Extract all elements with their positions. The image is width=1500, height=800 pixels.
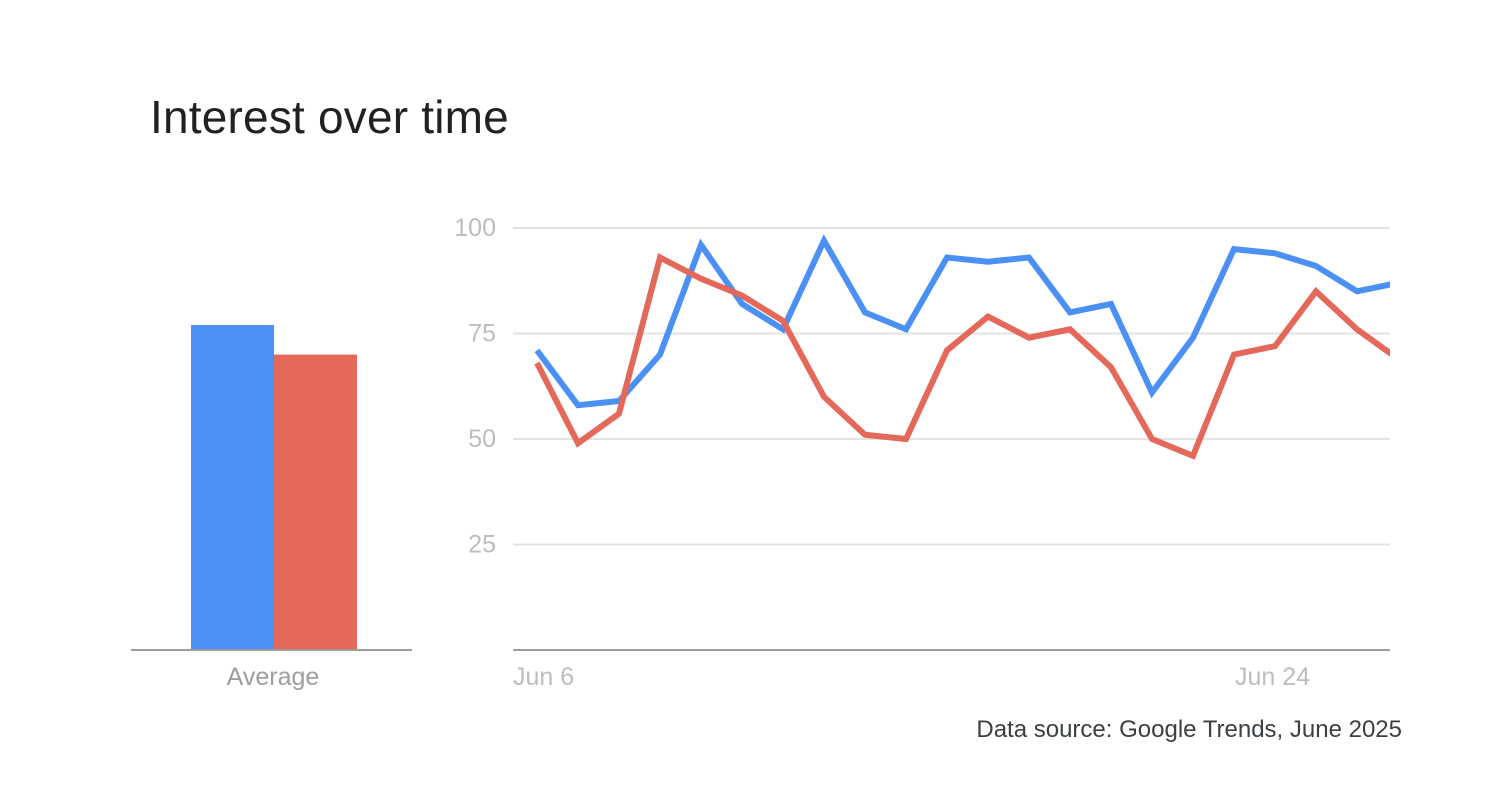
y-tick-label-100: 100 (454, 214, 496, 242)
average-bar-1 (191, 325, 274, 650)
y-tick-label-25: 25 (468, 531, 496, 559)
chart-title: Interest over time (150, 91, 509, 143)
y-tick-label-75: 75 (468, 320, 496, 348)
x-tick-label-1: Jun 6 (513, 663, 574, 691)
series-line-1 (534, 234, 1390, 409)
source-rest: Trends, June 2025 (1202, 716, 1402, 743)
data-source-note: Data source: Google Trends, June 2025 (976, 716, 1402, 744)
bar-category-label: Average (227, 663, 320, 691)
y-tick-label-50: 50 (468, 425, 496, 453)
average-bar-2 (274, 354, 357, 650)
x-tick-label-2: Jun 24 (1235, 663, 1310, 691)
source-prefix: Data source: (976, 716, 1113, 743)
series-line-2 (534, 253, 1390, 460)
source-brand: Google (1119, 716, 1197, 743)
